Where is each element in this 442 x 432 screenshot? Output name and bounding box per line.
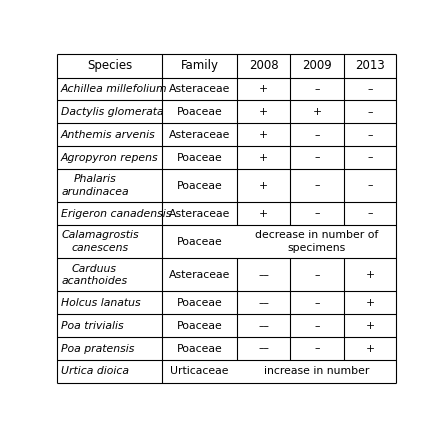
Text: Asteraceae: Asteraceae xyxy=(169,130,230,140)
Text: Asteraceae: Asteraceae xyxy=(169,209,230,219)
Text: –: – xyxy=(314,181,320,191)
Text: +: + xyxy=(366,321,374,330)
Text: Achillea millefolium: Achillea millefolium xyxy=(61,84,168,94)
Text: Family: Family xyxy=(180,59,218,72)
Text: Anthemis arvenis: Anthemis arvenis xyxy=(61,130,156,140)
Text: Urtica dioica: Urtica dioica xyxy=(61,366,129,376)
Text: +: + xyxy=(312,107,322,117)
Text: –: – xyxy=(367,130,373,140)
Text: +: + xyxy=(259,84,268,94)
Text: –: – xyxy=(314,209,320,219)
Text: ––: –– xyxy=(258,298,269,308)
Text: +: + xyxy=(366,343,374,353)
Text: Poa trivialis: Poa trivialis xyxy=(61,321,124,330)
Text: Poaceae: Poaceae xyxy=(176,321,222,330)
Text: Poaceae: Poaceae xyxy=(176,107,222,117)
Text: –: – xyxy=(367,84,373,94)
Text: –: – xyxy=(314,130,320,140)
Text: Poaceae: Poaceae xyxy=(176,181,222,191)
Text: –: – xyxy=(314,298,320,308)
Text: Carduus
acanthoides: Carduus acanthoides xyxy=(61,264,127,286)
Text: +: + xyxy=(259,181,268,191)
Text: ––: –– xyxy=(258,270,269,280)
Text: –: – xyxy=(314,152,320,162)
Text: ––: –– xyxy=(258,343,269,353)
Text: Agropyron repens: Agropyron repens xyxy=(61,152,159,162)
Text: Poaceae: Poaceae xyxy=(176,152,222,162)
Text: Urticaceae: Urticaceae xyxy=(170,366,229,376)
Text: +: + xyxy=(259,130,268,140)
Text: –: – xyxy=(314,84,320,94)
Text: 2008: 2008 xyxy=(249,59,278,72)
Text: +: + xyxy=(366,270,374,280)
Text: +: + xyxy=(259,107,268,117)
Text: ––: –– xyxy=(258,321,269,330)
Text: Calamagrostis
canescens: Calamagrostis canescens xyxy=(61,230,139,253)
Text: –: – xyxy=(367,107,373,117)
Text: Asteraceae: Asteraceae xyxy=(169,270,230,280)
Text: +: + xyxy=(366,298,374,308)
Text: –: – xyxy=(314,270,320,280)
Text: Poaceae: Poaceae xyxy=(176,298,222,308)
Text: Erigeron canadensis: Erigeron canadensis xyxy=(61,209,171,219)
Text: –: – xyxy=(367,181,373,191)
Text: –: – xyxy=(367,152,373,162)
Text: Poaceae: Poaceae xyxy=(176,343,222,353)
Text: +: + xyxy=(259,152,268,162)
Text: Poa pratensis: Poa pratensis xyxy=(61,343,134,353)
Text: +: + xyxy=(259,209,268,219)
Text: decrease in number of
specimens: decrease in number of specimens xyxy=(255,230,378,253)
Text: Phalaris
arundinacea: Phalaris arundinacea xyxy=(61,175,129,197)
Text: 2009: 2009 xyxy=(302,59,332,72)
Text: Holcus lanatus: Holcus lanatus xyxy=(61,298,141,308)
Text: Species: Species xyxy=(87,59,132,72)
Text: –: – xyxy=(367,209,373,219)
Text: Poaceae: Poaceae xyxy=(176,237,222,247)
Text: 2013: 2013 xyxy=(355,59,385,72)
Text: –: – xyxy=(314,343,320,353)
Text: Asteraceae: Asteraceae xyxy=(169,84,230,94)
Text: –: – xyxy=(314,321,320,330)
Text: Dactylis glomerata: Dactylis glomerata xyxy=(61,107,164,117)
Text: increase in number: increase in number xyxy=(264,366,369,376)
